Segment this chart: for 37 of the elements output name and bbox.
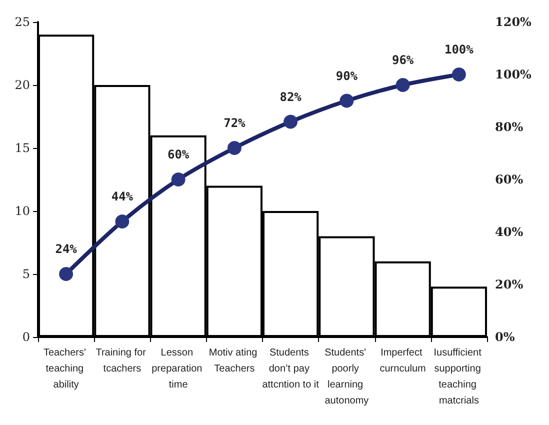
y2-tick-label: 0% — [495, 330, 516, 344]
data-label: 72% — [224, 116, 246, 130]
x-tick-label: Students' poorly learning autonomy — [324, 348, 369, 406]
y-tick-label: 15 — [14, 141, 30, 155]
y2-tick-label: 120% — [495, 15, 532, 29]
y2-tick-label: 60% — [495, 172, 524, 186]
point — [452, 68, 466, 82]
point — [396, 78, 410, 92]
x-tick-label: Training for tcachers — [96, 348, 149, 374]
point — [171, 172, 186, 186]
data-label: 44% — [111, 190, 134, 204]
data-label: 96% — [392, 53, 414, 67]
y-tick-label: 10 — [14, 204, 30, 218]
y-tick-label: 25 — [14, 15, 30, 29]
data-label: 60% — [167, 148, 190, 162]
data-label: 100% — [444, 42, 474, 56]
y-tick-label: 20 — [14, 78, 30, 92]
point — [59, 267, 74, 281]
point — [115, 214, 130, 228]
x-tick-label: Teachers' teaching ability — [43, 348, 89, 390]
point — [227, 141, 242, 155]
x-tick-label: Iusufficient supporting teaching matcrials — [434, 348, 484, 406]
y2-tick-label: 100% — [495, 68, 532, 82]
y-tick-label: 5 — [22, 267, 30, 281]
x-tick-label: Motiv ating Teachers — [208, 348, 260, 374]
y2-tick-label: 20% — [495, 278, 524, 292]
y-tick-label: 0 — [22, 330, 30, 344]
data-label: 24% — [55, 242, 78, 256]
y2-tick-label: 40% — [495, 225, 524, 239]
x-tick-label: Lesson preparation time — [152, 348, 205, 390]
data-label: 82% — [280, 90, 302, 104]
data-label: 90% — [336, 68, 358, 83]
y2-tick-label: 80% — [495, 120, 524, 134]
point — [284, 114, 298, 129]
point — [340, 94, 354, 108]
x-tick-label: Imperfect curnculum — [380, 348, 426, 374]
x-tick-label: Students don’t pay attcntion to it — [262, 348, 320, 390]
